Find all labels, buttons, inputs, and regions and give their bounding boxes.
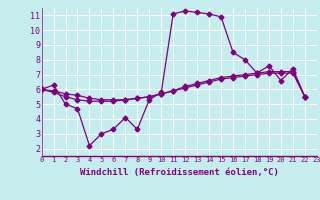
X-axis label: Windchill (Refroidissement éolien,°C): Windchill (Refroidissement éolien,°C) (80, 168, 279, 177)
